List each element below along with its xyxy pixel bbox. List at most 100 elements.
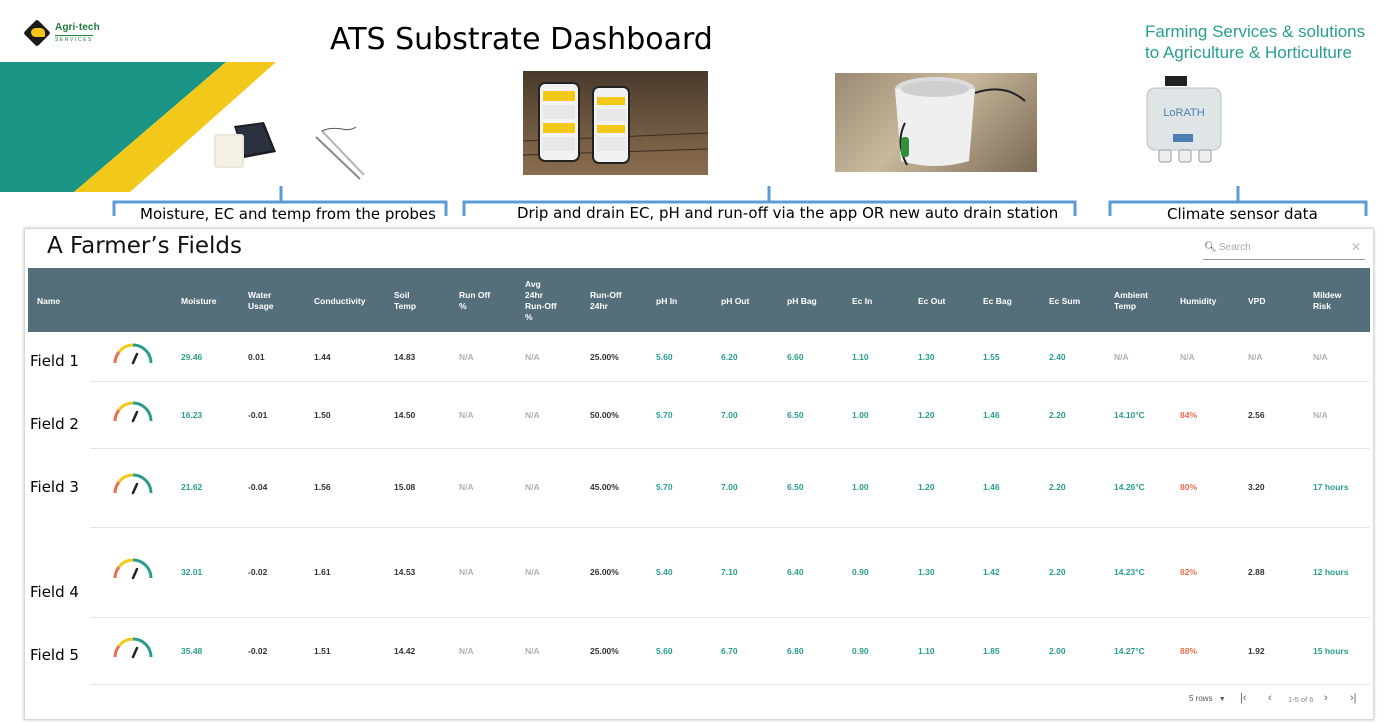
column-header-line: Humidity xyxy=(1180,295,1217,306)
column-header-line: pH In xyxy=(656,295,678,306)
table-cell: 5.70 xyxy=(656,482,673,492)
table-cell: 6.60 xyxy=(787,352,804,362)
column-header[interactable]: Mildew Risk xyxy=(1313,290,1341,312)
column-header[interactable]: Humidity xyxy=(1180,296,1216,307)
column-header[interactable]: VPD xyxy=(1248,296,1265,307)
last-page-icon[interactable]: ›| xyxy=(1350,692,1357,704)
table-cell: 88% xyxy=(1180,646,1198,656)
rows-per-page-select[interactable]: 5 rows ▼ xyxy=(1189,694,1226,703)
table-cell: 7.10 xyxy=(721,567,738,577)
chevron-down-icon: ▼ xyxy=(1218,696,1226,703)
table-cell: 35.48 xyxy=(181,646,203,656)
table-cell: 0.90 xyxy=(852,567,869,577)
table-cell: 1.92 xyxy=(1248,646,1265,656)
search-input[interactable] xyxy=(1219,242,1344,253)
column-header-line: Temp xyxy=(394,301,417,311)
table-cell: 15.08 xyxy=(394,482,416,492)
gauge-icon xyxy=(113,473,153,495)
logo-subtitle: SERVICES xyxy=(55,35,93,43)
column-header[interactable]: Ambient Temp xyxy=(1114,290,1148,312)
table-cell: 29.46 xyxy=(181,352,203,362)
table-cell: 45.00% xyxy=(590,482,619,492)
table-cell: 2.40 xyxy=(1049,352,1066,362)
page-range: 1-5 of 6 xyxy=(1288,695,1314,704)
table-cell: 1.00 xyxy=(852,482,869,492)
table-cell: 26.00% xyxy=(590,567,619,577)
table-cell: 2.00 xyxy=(1049,646,1066,656)
column-header[interactable]: Ec In xyxy=(852,296,872,307)
column-header[interactable]: Water Usage xyxy=(248,290,274,312)
column-header-line: Usage xyxy=(248,301,274,311)
table-cell: 1.55 xyxy=(983,352,1000,362)
column-header-line: Water xyxy=(248,290,272,300)
column-header-line: Temp xyxy=(1114,301,1137,311)
column-header[interactable]: Avg 24hr Run-Off% xyxy=(525,279,557,323)
agritech-logo: Agri·tech SERVICES xyxy=(22,18,100,50)
column-header-line: Run-Off xyxy=(590,290,622,300)
column-header[interactable]: Name xyxy=(37,296,60,307)
table-cell: 1.20 xyxy=(918,410,935,420)
section-brackets xyxy=(112,186,1368,216)
field-name[interactable]: Field 1 xyxy=(30,352,79,370)
table-header xyxy=(28,268,1370,332)
table-cell: 7.00 xyxy=(721,410,738,420)
probes-bracket-label: Moisture, EC and temp from the probes xyxy=(140,205,436,223)
logo-name: Agri·tech xyxy=(55,22,100,33)
column-header-line: % xyxy=(525,312,533,322)
table-cell: 1.46 xyxy=(983,482,1000,492)
table-cell: N/A xyxy=(1313,410,1328,420)
table-cell: 84% xyxy=(1180,410,1198,420)
table-cell: 16.23 xyxy=(181,410,203,420)
column-header[interactable]: Run Off% xyxy=(459,290,490,312)
table-cell: N/A xyxy=(459,410,474,420)
table-cell: 1.50 xyxy=(314,410,331,420)
table-cell: 6.40 xyxy=(787,567,804,577)
column-header[interactable]: pH Bag xyxy=(787,296,817,307)
gauge-icon xyxy=(113,558,153,580)
table-cell: 1.30 xyxy=(918,352,935,362)
prev-page-icon[interactable]: ‹ xyxy=(1268,692,1272,704)
column-header[interactable]: pH In xyxy=(656,296,677,307)
table-cell: N/A xyxy=(1180,352,1195,362)
next-page-icon[interactable]: › xyxy=(1324,692,1328,704)
tagline: Farming Services & solutions to Agricult… xyxy=(1145,21,1365,63)
column-header[interactable]: Soil Temp xyxy=(394,290,416,312)
table-cell: 5.60 xyxy=(656,646,673,656)
table-cell: -0.01 xyxy=(248,410,268,420)
table-cell: 14.27°C xyxy=(1114,646,1145,656)
table-cell: 1.10 xyxy=(918,646,935,656)
close-icon[interactable]: ✕ xyxy=(1350,240,1361,254)
field-name[interactable]: Field 3 xyxy=(30,478,79,496)
table-cell: 14.83 xyxy=(394,352,416,362)
table-cell: N/A xyxy=(1248,352,1263,362)
column-header[interactable]: Ec Bag xyxy=(983,296,1012,307)
column-header-line: Risk xyxy=(1313,301,1331,311)
probe-sensor-image xyxy=(315,126,365,180)
field-name[interactable]: Field 4 xyxy=(30,583,79,601)
table-cell: 14.10°C xyxy=(1114,410,1145,420)
column-header[interactable]: Moisture xyxy=(181,296,216,307)
column-header-line: VPD xyxy=(1248,295,1266,306)
field-name[interactable]: Field 5 xyxy=(30,646,79,664)
column-header[interactable]: Run-Off 24hr xyxy=(590,290,622,312)
column-header-line: Run Off xyxy=(459,290,491,300)
table-cell: 1.44 xyxy=(314,352,331,362)
column-header[interactable]: Ec Out xyxy=(918,296,945,307)
table-cell: 0.90 xyxy=(852,646,869,656)
column-header[interactable]: pH Out xyxy=(721,296,749,307)
column-header-line: Name xyxy=(37,295,61,306)
table-cell: 6.70 xyxy=(721,646,738,656)
table-cell: 21.62 xyxy=(181,482,203,492)
table-cell: 2.88 xyxy=(1248,567,1265,577)
column-header-line: Conductivity xyxy=(314,295,366,306)
column-header[interactable]: Ec Sum xyxy=(1049,296,1080,307)
column-header[interactable]: Conductivity xyxy=(314,296,365,307)
search-box[interactable]: 🔍︎ ✕ xyxy=(1203,240,1365,260)
column-header-line: % xyxy=(459,301,467,311)
table-cell: 5.60 xyxy=(656,352,673,362)
lorath-device-image: LoRATH xyxy=(1146,76,1222,163)
table-cell: 3.20 xyxy=(1248,482,1265,492)
table-cell: 1.56 xyxy=(314,482,331,492)
first-page-icon[interactable]: |‹ xyxy=(1240,692,1247,704)
field-name[interactable]: Field 2 xyxy=(30,415,79,433)
